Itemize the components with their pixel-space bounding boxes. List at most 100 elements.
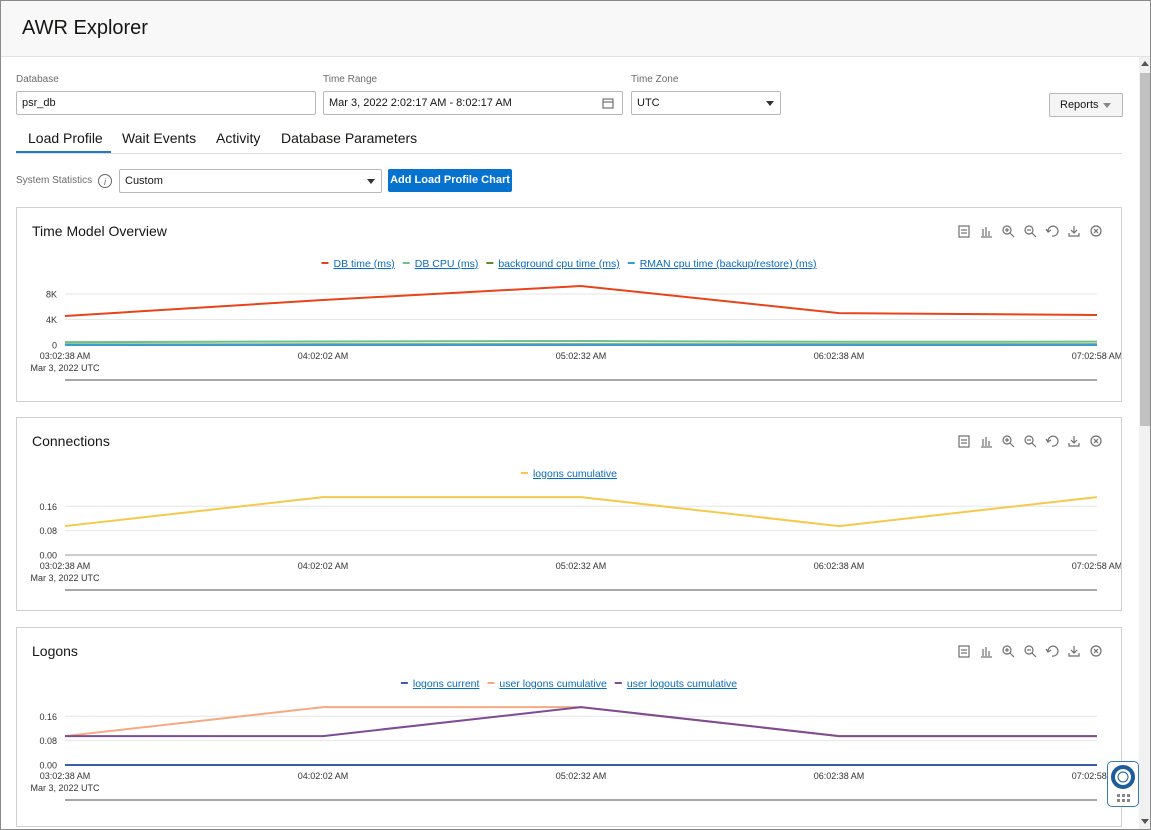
tab[interactable]: Wait Events: [122, 130, 197, 146]
time-range-label: Time Range: [323, 74, 378, 85]
tab[interactable]: Activity: [216, 130, 261, 146]
series-line: [65, 706, 1097, 738]
scroll-down[interactable]: [1141, 819, 1149, 825]
scroll-up[interactable]: [1141, 61, 1149, 67]
reports-text: Reports: [1060, 99, 1099, 111]
tab-selected-indicator: [16, 151, 111, 153]
y-tick-label: 8K: [46, 289, 57, 299]
toolbar-icon[interactable]: [958, 645, 970, 658]
chart-panel: Connections logons cumulative 0.00 0.08 0.16…: [16, 417, 1122, 611]
y-tick-label: 0.08: [39, 736, 57, 746]
time-range-value: Mar 3, 2022 2:02:17 AM - 8:02:17 AM: [329, 97, 512, 109]
x-tick-label: 07:02:58 AM: [1072, 561, 1121, 571]
system-statistics-value: Custom: [125, 175, 163, 187]
toolbar-icon[interactable]: [1090, 435, 1102, 447]
time-zone-select[interactable]: UTC: [631, 91, 781, 115]
chart-panel: Logons logons current user logons cumulati…: [16, 627, 1122, 827]
toolbar-icon[interactable]: [1090, 225, 1102, 237]
x-tick-label: 04:02:02 AM: [298, 561, 349, 571]
x-tick-label: 05:02:32 AM: [556, 351, 607, 361]
x-tick-label: 07:02:58 AM: [1072, 351, 1121, 361]
toolbar-icon[interactable]: [1002, 645, 1015, 658]
database-label: Database: [16, 74, 59, 85]
y-tick-label: 0: [52, 341, 57, 351]
series-line: [64, 706, 1097, 738]
legend-item[interactable]: DB time (ms): [333, 258, 394, 270]
database-input[interactable]: psr_db: [16, 91, 316, 115]
toolbar-icon[interactable]: [1068, 646, 1080, 657]
toolbar-icon[interactable]: [958, 225, 970, 238]
time-zone-value: UTC: [637, 97, 660, 109]
dropdown-arrow: [367, 179, 375, 184]
x-tick-label: 03:02:38 AM: [40, 771, 91, 781]
tab[interactable]: Database Parameters: [281, 130, 418, 146]
scrollbar[interactable]: [1139, 57, 1150, 829]
chart: Time Model Overview DB time (ms) DB CPU (m…: [30, 223, 1122, 381]
time-range-input[interactable]: Mar 3, 2022 2:02:17 AM - 8:02:17 AM: [323, 91, 623, 115]
legend: DB time (ms) DB CPU (ms) background cpu ti…: [321, 258, 817, 270]
y-tick-label: 0.00: [39, 551, 57, 561]
dropdown-arrow: [1103, 103, 1111, 108]
toolbar-icon[interactable]: [1045, 435, 1059, 447]
y-tick-label: 0.00: [39, 761, 57, 771]
info-icon[interactable]: i: [97, 173, 113, 189]
toolbar-icon[interactable]: [1045, 645, 1059, 657]
y-tick-label: 0.16: [39, 712, 57, 722]
toolbar-icon[interactable]: [1024, 225, 1037, 238]
chart-title: Logons: [32, 643, 78, 659]
toolbar-icon[interactable]: [958, 435, 970, 448]
legend-item[interactable]: logons current: [413, 678, 480, 690]
system-statistics-label: System Statistics: [16, 175, 93, 186]
toolbar-icon[interactable]: [981, 437, 992, 448]
legend-item[interactable]: RMAN cpu time (backup/restore) (ms): [640, 258, 817, 270]
legend-item[interactable]: background cpu time (ms): [498, 258, 619, 270]
legend: logons cumulative: [520, 468, 617, 480]
x-tick-label: 06:02:38 AM: [814, 351, 865, 361]
chart: Logons logons current user logons cumulati…: [30, 643, 1122, 801]
toolbar-icon[interactable]: [1068, 436, 1080, 447]
y-tick-label: 0.08: [39, 526, 57, 536]
toolbar-icon[interactable]: [1024, 435, 1037, 448]
toolbar-icon[interactable]: [1024, 645, 1037, 658]
calendar-icon: [602, 98, 614, 109]
toolbar-icon[interactable]: [1045, 225, 1059, 237]
series-line: [64, 340, 1098, 344]
dropdown-arrow: [766, 101, 774, 106]
legend-item[interactable]: DB CPU (ms): [415, 258, 479, 270]
toolbar-icon[interactable]: [981, 647, 992, 658]
toolbar-icon[interactable]: [1068, 226, 1080, 237]
legend-item[interactable]: logons cumulative: [533, 468, 617, 480]
x-tick-label: 07:02:58 AM: [1072, 771, 1121, 781]
series-line: [64, 496, 1098, 528]
scroll-thumb[interactable]: [1140, 73, 1150, 426]
legend-item[interactable]: user logons cumulative: [499, 678, 607, 690]
help-widget[interactable]: [1107, 761, 1139, 807]
help-icon: [1111, 765, 1135, 802]
x-tick-label: 06:02:38 AM: [814, 561, 865, 571]
add-chart-button[interactable]: Add Load Profile Chart: [388, 169, 512, 192]
toolbar-icon[interactable]: [1002, 435, 1015, 448]
system-statistics-select[interactable]: Custom: [119, 169, 382, 193]
x-date-label: Mar 3, 2022 UTC: [30, 573, 100, 583]
y-tick-label: 0.16: [39, 502, 57, 512]
header-bar: AWR Explorer: [1, 1, 1150, 57]
reports-button[interactable]: Reports: [1049, 93, 1123, 117]
toolbar-icon[interactable]: [981, 227, 992, 238]
toolbar-icon[interactable]: [1090, 645, 1102, 657]
x-tick-label: 03:02:38 AM: [40, 561, 91, 571]
page-title: AWR Explorer: [22, 17, 148, 39]
chart-panel: Time Model Overview DB time (ms) DB CPU (m…: [16, 207, 1122, 402]
series-line: [64, 284, 1098, 317]
legend: logons current user logons cumulative user…: [400, 678, 737, 690]
svg-text:i: i: [104, 177, 107, 187]
x-tick-label: 04:02:02 AM: [298, 351, 349, 361]
legend-item[interactable]: user logouts cumulative: [627, 678, 737, 690]
chart-title: Time Model Overview: [32, 223, 168, 239]
toolbar-icon[interactable]: [1002, 225, 1015, 238]
y-tick-label: 4K: [46, 315, 57, 325]
time-zone-label: Time Zone: [631, 74, 679, 85]
tab-divider: [16, 153, 1122, 154]
x-tick-label: 05:02:32 AM: [556, 561, 607, 571]
tab[interactable]: Load Profile: [28, 130, 103, 146]
